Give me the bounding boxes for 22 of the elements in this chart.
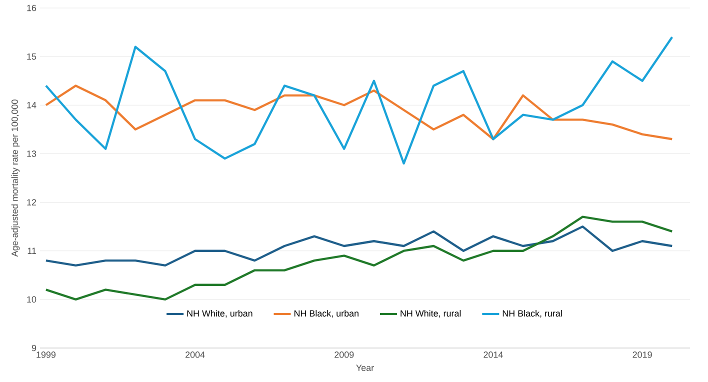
- legend-label: NH White, rural: [400, 310, 461, 318]
- y-axis-title: Age-adjusted mortality rate per 100,000: [11, 100, 20, 257]
- y-tick-label: 9: [32, 344, 36, 352]
- y-tick-label: 14: [27, 102, 36, 108]
- line-series: [44, 216, 674, 301]
- line-series: [44, 225, 674, 267]
- line-series: [44, 36, 674, 165]
- x-tick-label: 2004: [186, 352, 205, 358]
- x-axis-title: Year: [356, 364, 374, 371]
- y-tick-label: 11: [28, 248, 36, 254]
- y-tick-label: 15: [27, 53, 36, 60]
- y-tick-label: 12: [27, 199, 36, 206]
- y-tick-label: 13: [27, 150, 36, 157]
- legend-label: NH Black, rural: [502, 310, 562, 318]
- x-tick-label: 2009: [334, 352, 354, 358]
- x-tick-label: 1999: [36, 352, 56, 358]
- y-tick-label: 10: [27, 296, 36, 303]
- legend-label: NH Black, urban: [294, 310, 358, 318]
- x-tick-label: 2014: [484, 352, 503, 358]
- x-tick-label: 2019: [632, 352, 652, 358]
- legend-label: NH White, urban: [187, 310, 252, 318]
- y-tick-label: 16: [27, 4, 36, 12]
